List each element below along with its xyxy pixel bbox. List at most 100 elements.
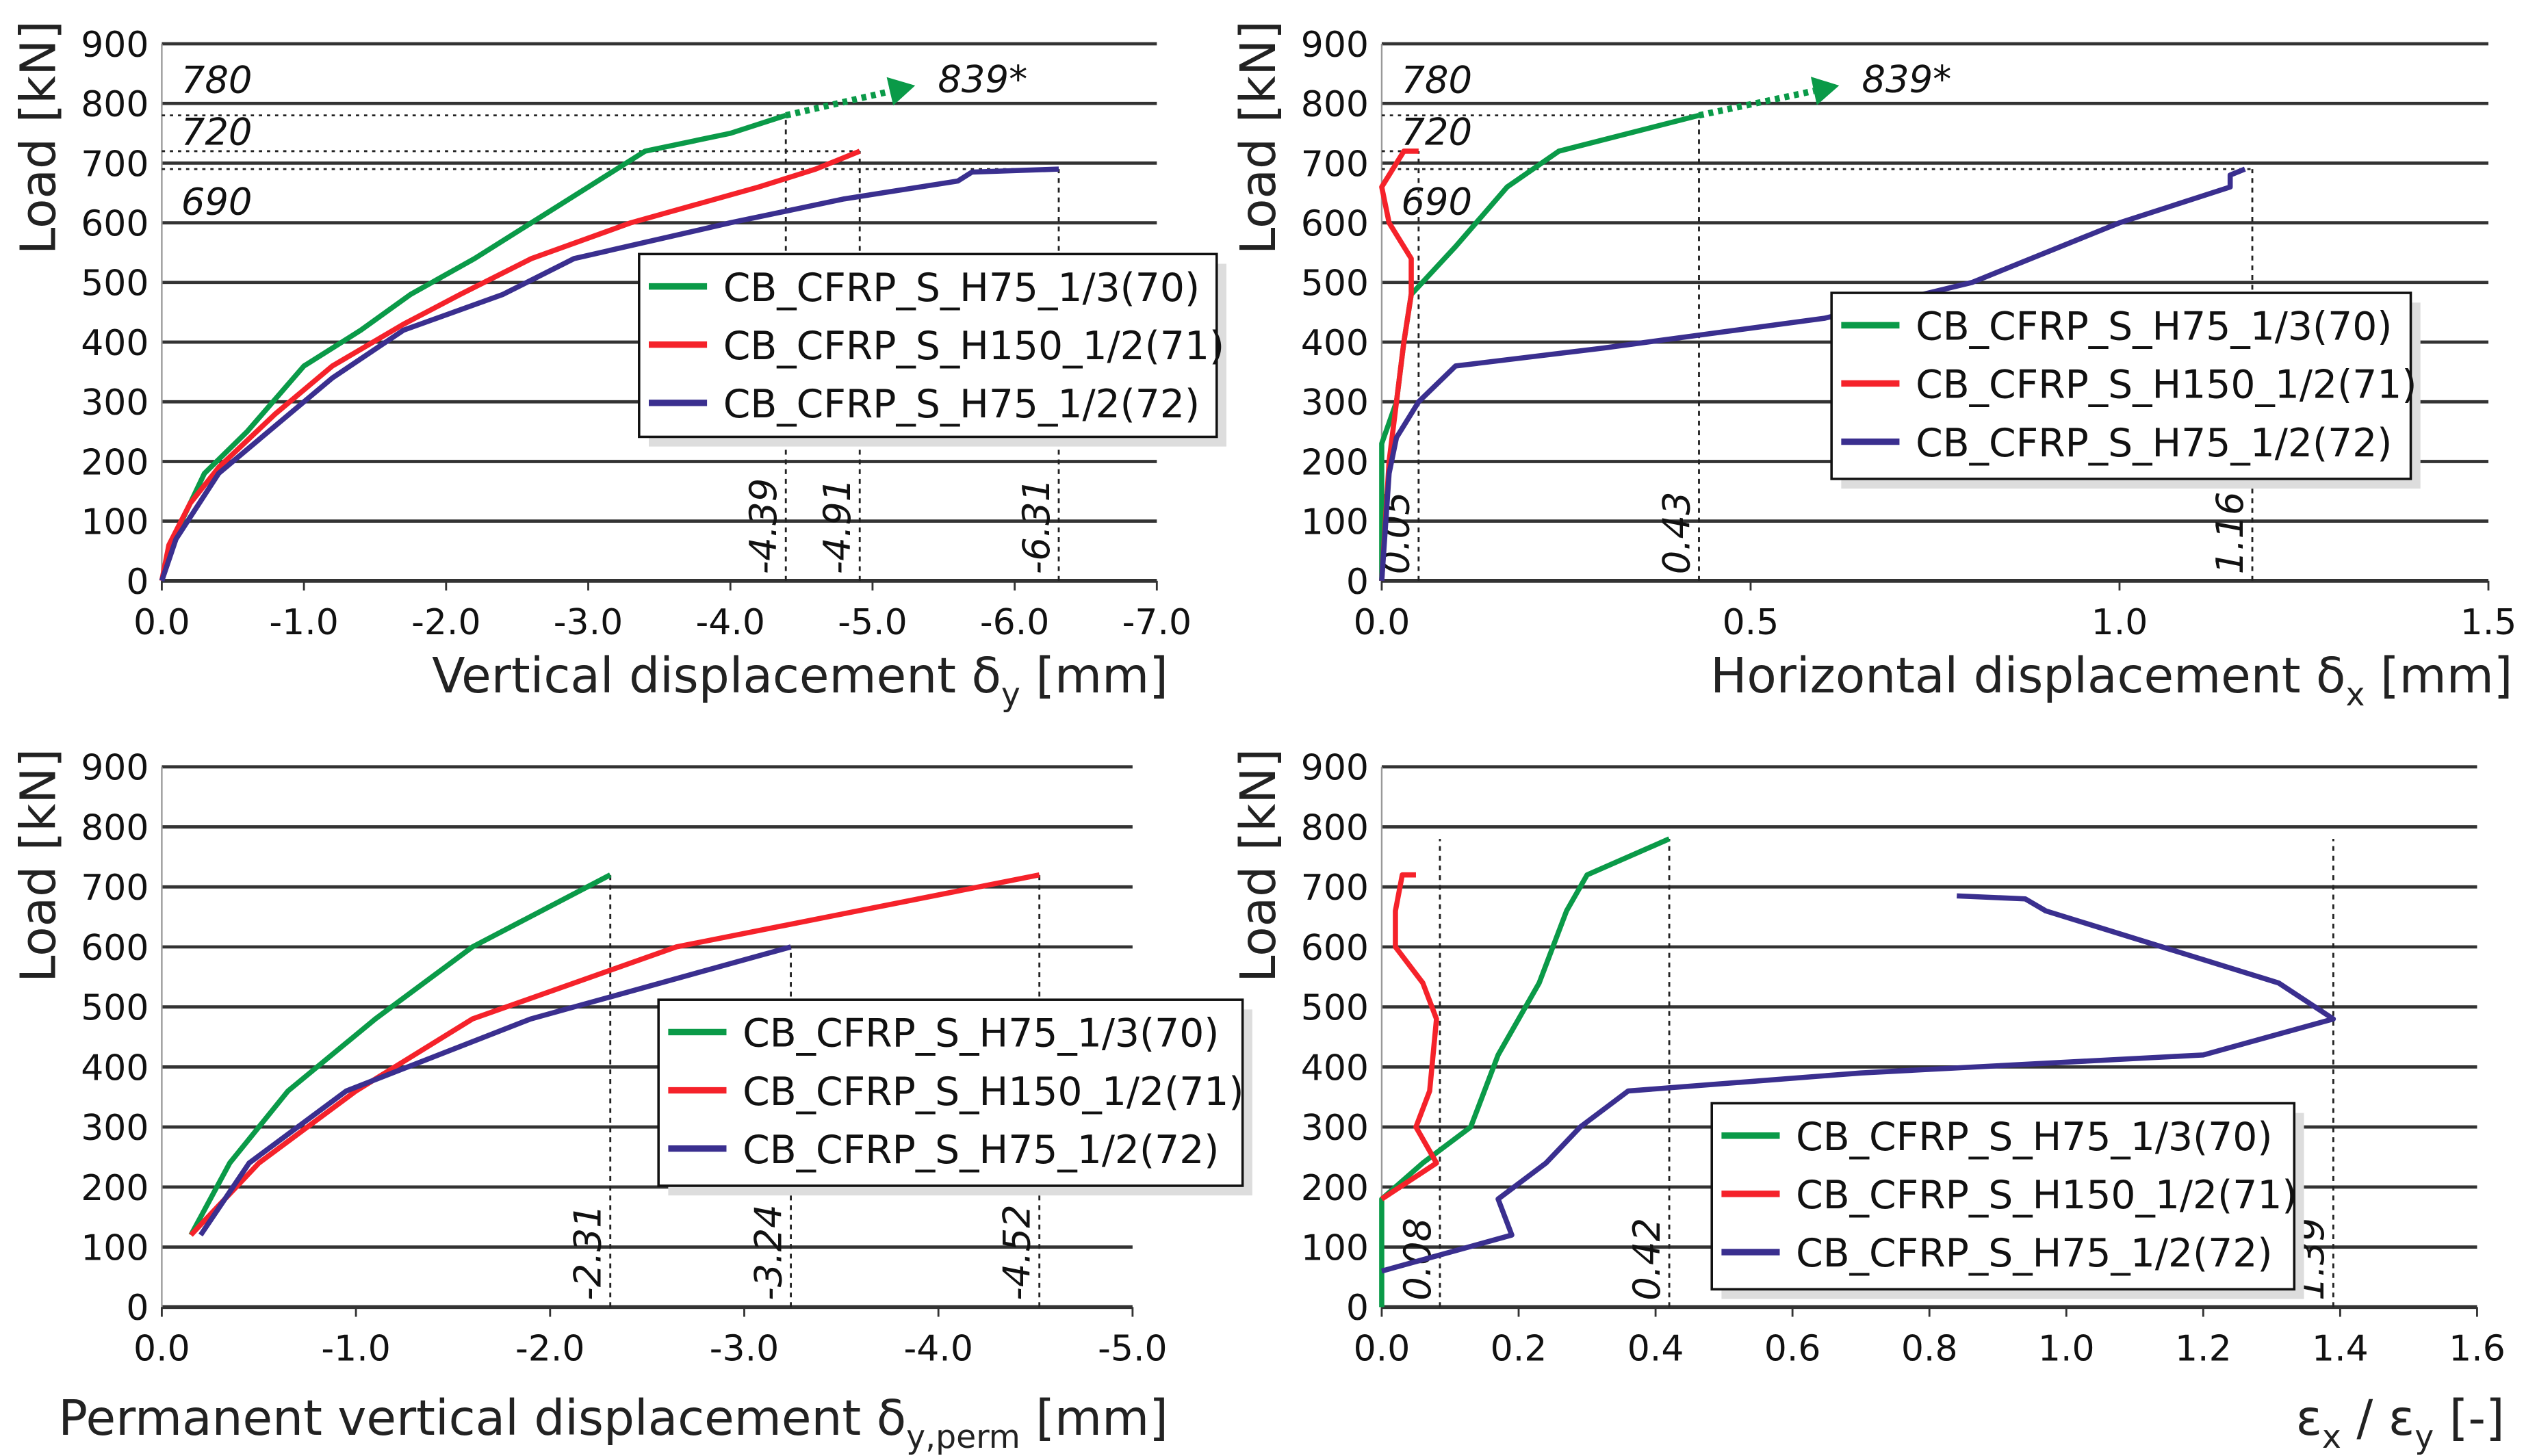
arrow-head-icon — [1810, 77, 1840, 105]
x-axis-label-part: Permanent vertical displacement δ — [58, 1390, 906, 1446]
x-tick-label: -2.0 — [411, 602, 480, 643]
y-tick-label: 500 — [1301, 263, 1369, 304]
legend-entry: CB_CFRP_S_H150_1/2(71) — [1796, 1173, 2297, 1218]
y-tick-label: 400 — [81, 1048, 149, 1089]
reference-displacement-label: -6.31 — [1015, 478, 1058, 575]
y-tick-label: 200 — [1301, 1168, 1369, 1209]
x-axis-label: Vertical displacement δy [mm] — [432, 647, 1168, 714]
series-line-red — [1380, 872, 1439, 1201]
legend-entry: CB_CFRP_S_H150_1/2(71) — [743, 1069, 1244, 1115]
legend-entry: CB_CFRP_S_H75_1/3(70) — [1916, 304, 2392, 350]
reference-displacement-label: 0.43 — [1655, 491, 1698, 574]
x-axis-label-part: / ε — [2341, 1390, 2414, 1446]
reference-load-label: 780 — [1401, 59, 1472, 102]
legend-entry: CB_CFRP_S_H150_1/2(71) — [1916, 363, 2417, 408]
y-tick-label: 500 — [1301, 988, 1369, 1029]
reference-displacement-label: -4.52 — [996, 1204, 1039, 1301]
legend: CB_CFRP_S_H75_1/3(70) CB_CFRP_S_H150_1/2(… — [1710, 1102, 2304, 1299]
extrapolation-dotted-line — [785, 88, 891, 119]
peak-load-label: 839* — [1862, 57, 1951, 101]
y-axis-label: Load [kN] — [10, 21, 66, 255]
y-tick-label: 800 — [1301, 807, 1369, 848]
legend-box — [638, 252, 1218, 439]
y-tick-label: 900 — [81, 748, 149, 789]
x-tick-label: 1.6 — [2449, 1328, 2506, 1369]
series-line-red — [159, 148, 861, 582]
y-tick-label: 500 — [81, 988, 149, 1029]
x-tick-label: -5.0 — [838, 602, 907, 643]
y-tick-label: 700 — [1301, 868, 1369, 909]
y-tick-label: 900 — [1301, 748, 1369, 789]
y-tick-label: 100 — [81, 502, 149, 543]
x-tick-label: -3.0 — [710, 1328, 779, 1369]
reference-displacement-label: -4.91 — [816, 478, 859, 575]
x-axis-label-part: Vertical displacement δ — [432, 647, 1001, 704]
x-tick-label: 1.4 — [2312, 1328, 2369, 1369]
x-tick-label: 0.5 — [1723, 602, 1779, 643]
x-tick-label: 0.2 — [1491, 1328, 1547, 1369]
x-tick-label: 0.0 — [1354, 1328, 1411, 1369]
chart-1: 0 100 200 300 400 500 600 700 800 900 0.0 -1.0 -2.0 -… — [10, 21, 1226, 714]
y-tick-label: 200 — [81, 442, 149, 483]
y-tick-label: 700 — [81, 144, 149, 185]
legend-entry: CB_CFRP_S_H75_1/2(72) — [723, 382, 1200, 427]
series-line-blue — [1380, 893, 2336, 1274]
x-axis-label-part: y,perm — [906, 1418, 1020, 1456]
series-line-blue — [159, 166, 1059, 582]
x-tick-label: -4.0 — [903, 1328, 973, 1369]
series-line-green — [159, 113, 787, 582]
x-tick-label: -5.0 — [1098, 1328, 1167, 1369]
x-axis-label-part: [mm] — [1020, 1390, 1168, 1446]
reference-displacement-label: -4.39 — [742, 478, 785, 575]
y-tick-label: 600 — [81, 928, 149, 969]
x-axis-label-part: Horizontal displacement δ — [1710, 647, 2345, 704]
y-tick-label: 0 — [1346, 562, 1369, 603]
y-tick-label: 400 — [1301, 323, 1369, 364]
x-axis-label-part: y — [1001, 676, 1020, 714]
x-axis-label-part: [mm] — [2365, 647, 2512, 704]
x-axis-label-part: y — [2414, 1418, 2434, 1456]
series-line-red — [189, 872, 1040, 1237]
legend-entry: CB_CFRP_S_H75_1/2(72) — [1796, 1231, 2272, 1276]
legend-entry: CB_CFRP_S_H150_1/2(71) — [723, 324, 1224, 369]
legend-entry: CB_CFRP_S_H75_1/2(72) — [743, 1128, 1219, 1173]
y-tick-label: 300 — [1301, 1108, 1369, 1149]
x-tick-label: 1.5 — [2460, 602, 2517, 643]
x-tick-label: 0.6 — [1764, 1328, 1821, 1369]
y-axis-label: Load [kN] — [1230, 749, 1287, 983]
x-tick-label: -6.0 — [980, 602, 1049, 643]
legend-entry: CB_CFRP_S_H75_1/3(70) — [723, 265, 1200, 311]
x-tick-label: -2.0 — [515, 1328, 584, 1369]
x-tick-label: -4.0 — [695, 602, 764, 643]
x-tick-label: 0.0 — [1354, 602, 1411, 643]
y-tick-label: 300 — [81, 382, 149, 424]
y-tick-label: 200 — [1301, 442, 1369, 483]
legend: CB_CFRP_S_H75_1/3(70) CB_CFRP_S_H150_1/2(… — [638, 252, 1226, 447]
y-tick-label: 200 — [81, 1168, 149, 1209]
y-tick-label: 100 — [1301, 502, 1369, 543]
y-tick-label: 500 — [81, 263, 149, 304]
chart-4: 0 100 200 300 400 500 600 700 800 900 0.0 0.2 0.4 0.6… — [1230, 748, 2506, 1456]
reference-load-label: 720 — [1401, 111, 1472, 154]
y-axis-label: Load [kN] — [10, 749, 66, 983]
reference-displacement-label: -2.31 — [567, 1204, 610, 1301]
x-tick-label: 1.2 — [2175, 1328, 2232, 1369]
x-axis-label-part: [-] — [2434, 1390, 2504, 1446]
series-line-green — [1379, 836, 1671, 1308]
x-tick-label: 1.0 — [2091, 602, 2148, 643]
y-tick-label: 800 — [1301, 84, 1369, 125]
y-tick-label: 800 — [81, 807, 149, 848]
reference-load-label: 690 — [181, 180, 253, 223]
y-tick-label: 400 — [1301, 1048, 1369, 1089]
legend: CB_CFRP_S_H75_1/3(70) CB_CFRP_S_H150_1/2(… — [657, 998, 1252, 1196]
series-line-blue — [198, 944, 792, 1237]
y-tick-label: 100 — [81, 1228, 149, 1269]
reference-load-label: 780 — [181, 59, 253, 102]
legend: CB_CFRP_S_H75_1/3(70) CB_CFRP_S_H150_1/2(… — [1830, 291, 2421, 489]
x-tick-label: -7.0 — [1122, 602, 1192, 643]
reference-displacement-label: 0.42 — [1625, 1218, 1669, 1301]
extrapolation-dotted-line — [1698, 88, 1815, 119]
legend-box — [657, 998, 1244, 1187]
series-line-green — [188, 872, 612, 1236]
